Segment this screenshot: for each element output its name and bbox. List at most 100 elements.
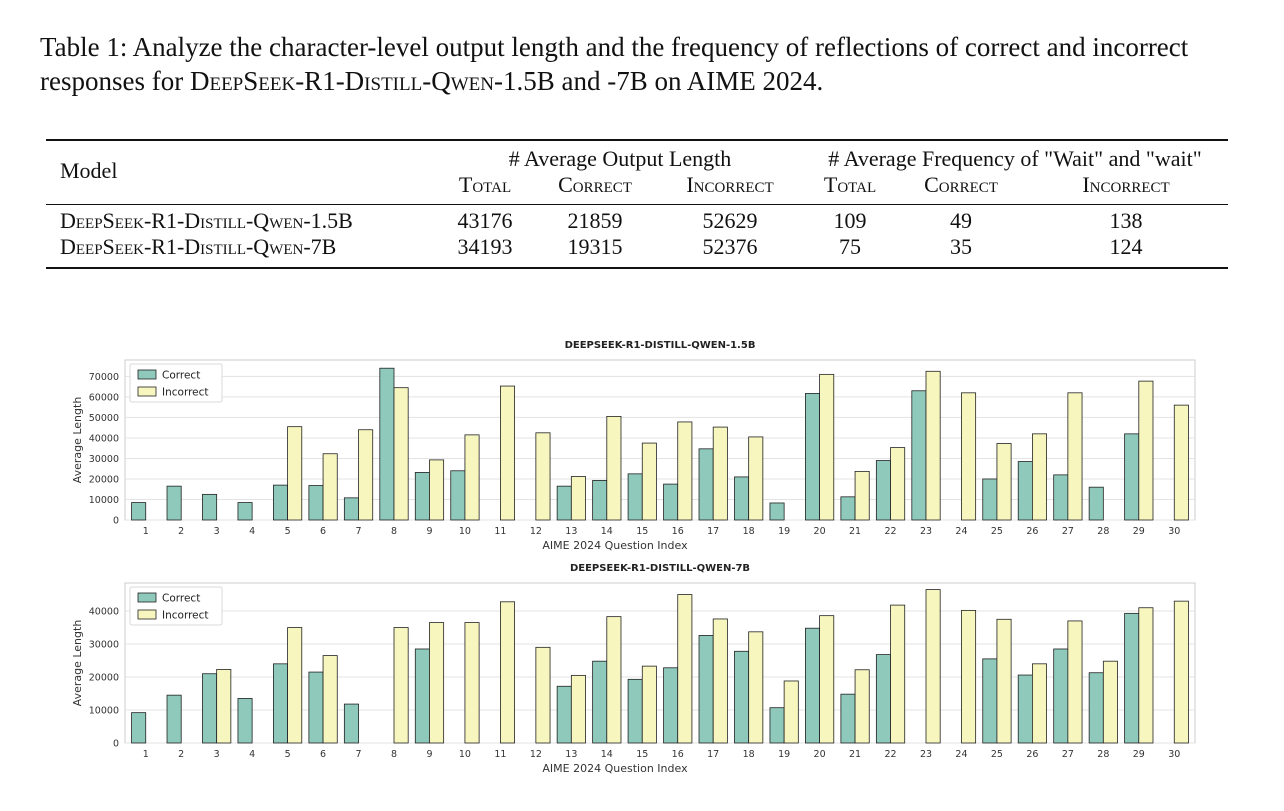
bar-incorrect xyxy=(854,470,870,521)
bar-correct xyxy=(1017,461,1033,521)
bar-incorrect xyxy=(641,665,657,744)
x-tick-label: 14 xyxy=(601,749,613,760)
bar-correct xyxy=(414,472,430,521)
y-tick-label: 40000 xyxy=(89,607,119,618)
x-tick-label: 22 xyxy=(884,749,896,760)
table-cell: 138 xyxy=(1109,208,1143,233)
bar-correct xyxy=(805,393,820,521)
x-tick-label: 30 xyxy=(1168,526,1180,537)
bar-incorrect xyxy=(961,609,977,744)
bar-incorrect xyxy=(890,447,906,521)
x-tick-label: 17 xyxy=(707,749,719,760)
bar-correct xyxy=(769,707,785,744)
bar-correct xyxy=(1053,648,1069,744)
x-tick-label: 3 xyxy=(214,749,220,760)
x-tick-label: 29 xyxy=(1133,749,1145,760)
x-tick-label: 16 xyxy=(672,526,684,537)
y-axis-label: Average Length xyxy=(71,620,84,707)
bar-correct xyxy=(202,493,218,521)
caption-text-b: -1.5B and -7B on AIME 2024. xyxy=(493,66,824,96)
y-tick-label: 20000 xyxy=(89,673,119,684)
caption-text-a: Table 1: Analyze the character-level out… xyxy=(40,32,1189,96)
x-tick-label: 13 xyxy=(565,749,577,760)
x-tick-label: 22 xyxy=(884,526,896,537)
x-tick-label: 15 xyxy=(636,749,648,760)
bar-correct xyxy=(734,476,750,521)
x-tick-label: 19 xyxy=(778,526,790,537)
bar-incorrect xyxy=(322,453,338,521)
x-tick-label: 2 xyxy=(178,526,184,537)
x-tick-label: 24 xyxy=(955,526,967,537)
x-tick-label: 10 xyxy=(459,749,471,760)
legend-swatch xyxy=(137,592,157,603)
table-cell: 35 xyxy=(950,234,972,259)
table-subheader: Incorrect xyxy=(686,172,774,197)
x-tick-label: 5 xyxy=(285,749,291,760)
bar-correct xyxy=(982,658,998,744)
x-tick-label: 20 xyxy=(814,749,826,760)
bar-incorrect xyxy=(1138,380,1154,521)
bar-incorrect xyxy=(1032,433,1047,521)
x-tick-label: 8 xyxy=(391,526,397,537)
table-cell: 21859 xyxy=(567,208,623,233)
bar-correct xyxy=(166,694,182,744)
bar-incorrect xyxy=(606,416,622,521)
bar-correct xyxy=(379,367,395,521)
bar-correct xyxy=(1053,474,1069,521)
bar-correct xyxy=(131,502,147,521)
x-axis-label: AIME 2024 Question Index xyxy=(542,762,688,775)
x-tick-label: 27 xyxy=(1062,749,1074,760)
table-header-group-wait: # Average Frequency of "Wait" and "wait" xyxy=(828,146,1202,171)
bar-incorrect xyxy=(819,615,835,744)
bar-incorrect xyxy=(890,604,906,744)
x-tick-label: 20 xyxy=(814,526,826,537)
bar-correct xyxy=(698,448,714,521)
bar-incorrect xyxy=(535,646,551,744)
bar-incorrect xyxy=(854,669,870,744)
legend-label: Incorrect xyxy=(162,387,209,399)
bar-incorrect xyxy=(499,385,515,521)
y-tick-label: 30000 xyxy=(89,454,119,465)
x-tick-label: 11 xyxy=(494,749,506,760)
bar-incorrect xyxy=(464,434,480,521)
y-tick-label: 0 xyxy=(113,516,119,527)
x-tick-label: 19 xyxy=(778,749,790,760)
bar-incorrect xyxy=(393,387,409,521)
bar-incorrect xyxy=(429,459,445,521)
bar-incorrect xyxy=(393,627,409,744)
bar-incorrect xyxy=(641,442,657,521)
y-tick-label: 60000 xyxy=(89,392,119,403)
x-tick-label: 7 xyxy=(356,749,362,760)
bar-correct xyxy=(840,496,856,521)
bar-correct xyxy=(308,671,324,744)
bar-correct xyxy=(273,663,288,744)
x-tick-label: 1 xyxy=(143,749,149,760)
bar-correct xyxy=(1124,612,1140,744)
bar-incorrect xyxy=(1173,600,1189,744)
x-tick-label: 21 xyxy=(849,749,861,760)
legend-swatch xyxy=(137,609,157,620)
table-bottom-rule xyxy=(46,267,1228,269)
bar-correct xyxy=(627,473,643,521)
x-tick-label: 13 xyxy=(565,526,577,537)
bar-incorrect xyxy=(287,627,303,744)
bar-incorrect xyxy=(1102,660,1118,744)
bar-incorrect xyxy=(216,669,232,744)
x-tick-label: 25 xyxy=(991,526,1003,537)
table-cell: 52629 xyxy=(702,208,758,233)
table-header-group-length: # Average Output Length xyxy=(508,146,732,171)
y-tick-label: 70000 xyxy=(89,372,119,383)
bar-correct xyxy=(592,480,608,521)
bar-correct xyxy=(698,635,714,744)
x-tick-label: 2 xyxy=(178,749,184,760)
bar-correct xyxy=(166,485,182,521)
bar-incorrect xyxy=(925,589,941,744)
plot-area xyxy=(124,582,1196,744)
chart-2: DEEPSEEK-R1-DISTILL-QWEN-7B 0 10000 20000 30… xyxy=(71,563,1196,775)
x-tick-label: 6 xyxy=(320,526,326,537)
x-tick-label: 21 xyxy=(849,526,861,537)
bar-incorrect xyxy=(570,476,586,521)
table-cell: 34193 xyxy=(457,234,513,259)
y-tick-label: 10000 xyxy=(89,706,119,717)
table-cell: 49 xyxy=(950,208,972,233)
